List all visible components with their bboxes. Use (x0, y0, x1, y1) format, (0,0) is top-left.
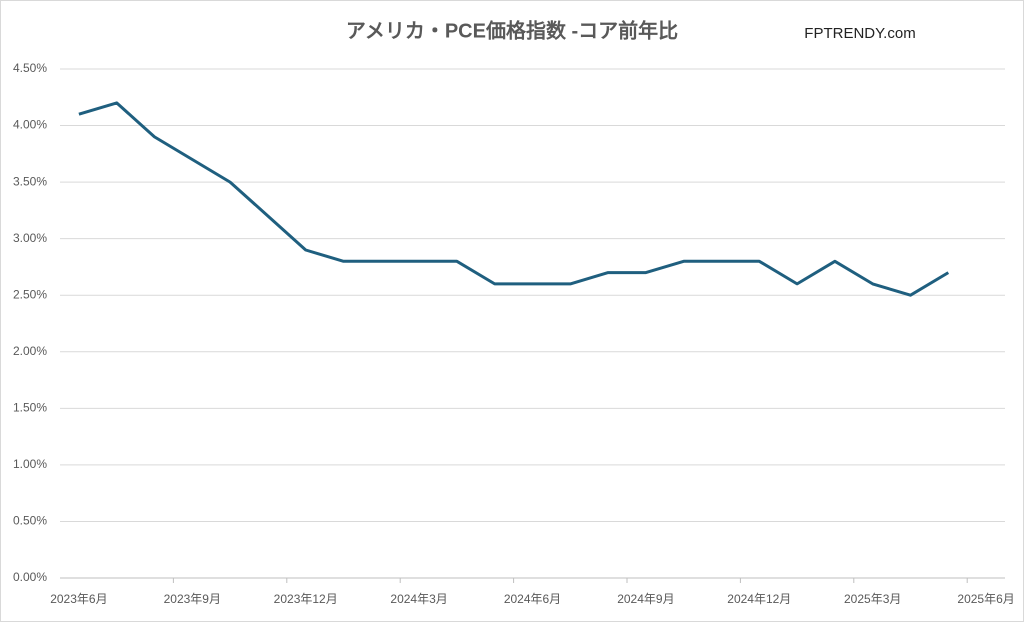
y-tick-label: 2.00% (13, 344, 47, 358)
x-tick-label: 2024年3月 (390, 592, 447, 606)
y-tick-label: 0.50% (13, 514, 47, 528)
watermark: FPTRENDY.com (804, 25, 915, 42)
x-tick-label: 2023年12月 (274, 592, 338, 606)
y-tick-label: 4.00% (13, 118, 47, 132)
x-tick-label: 2024年6月 (504, 592, 561, 606)
y-tick-label: 3.50% (13, 174, 47, 188)
x-tick-label: 2024年9月 (617, 592, 674, 606)
x-tick-label: 2023年9月 (164, 592, 221, 606)
y-tick-label: 4.50% (13, 61, 47, 75)
data-line (78, 101, 950, 297)
y-tick-label: 0.00% (13, 570, 47, 584)
y-tick-label: 1.50% (13, 401, 47, 415)
x-tick-label: 2024年12月 (727, 592, 791, 606)
x-tick-label: 2023年6月 (50, 592, 107, 606)
x-tick-label: 2025年6月 (957, 592, 1014, 606)
y-tick-label: 2.50% (13, 287, 47, 301)
chart-title: アメリカ・PCE価格指数 -コア前年比 (346, 18, 678, 42)
x-tick-label: 2025年3月 (844, 592, 901, 606)
y-tick-label: 3.00% (13, 231, 47, 245)
y-tick-label: 1.00% (13, 457, 47, 471)
